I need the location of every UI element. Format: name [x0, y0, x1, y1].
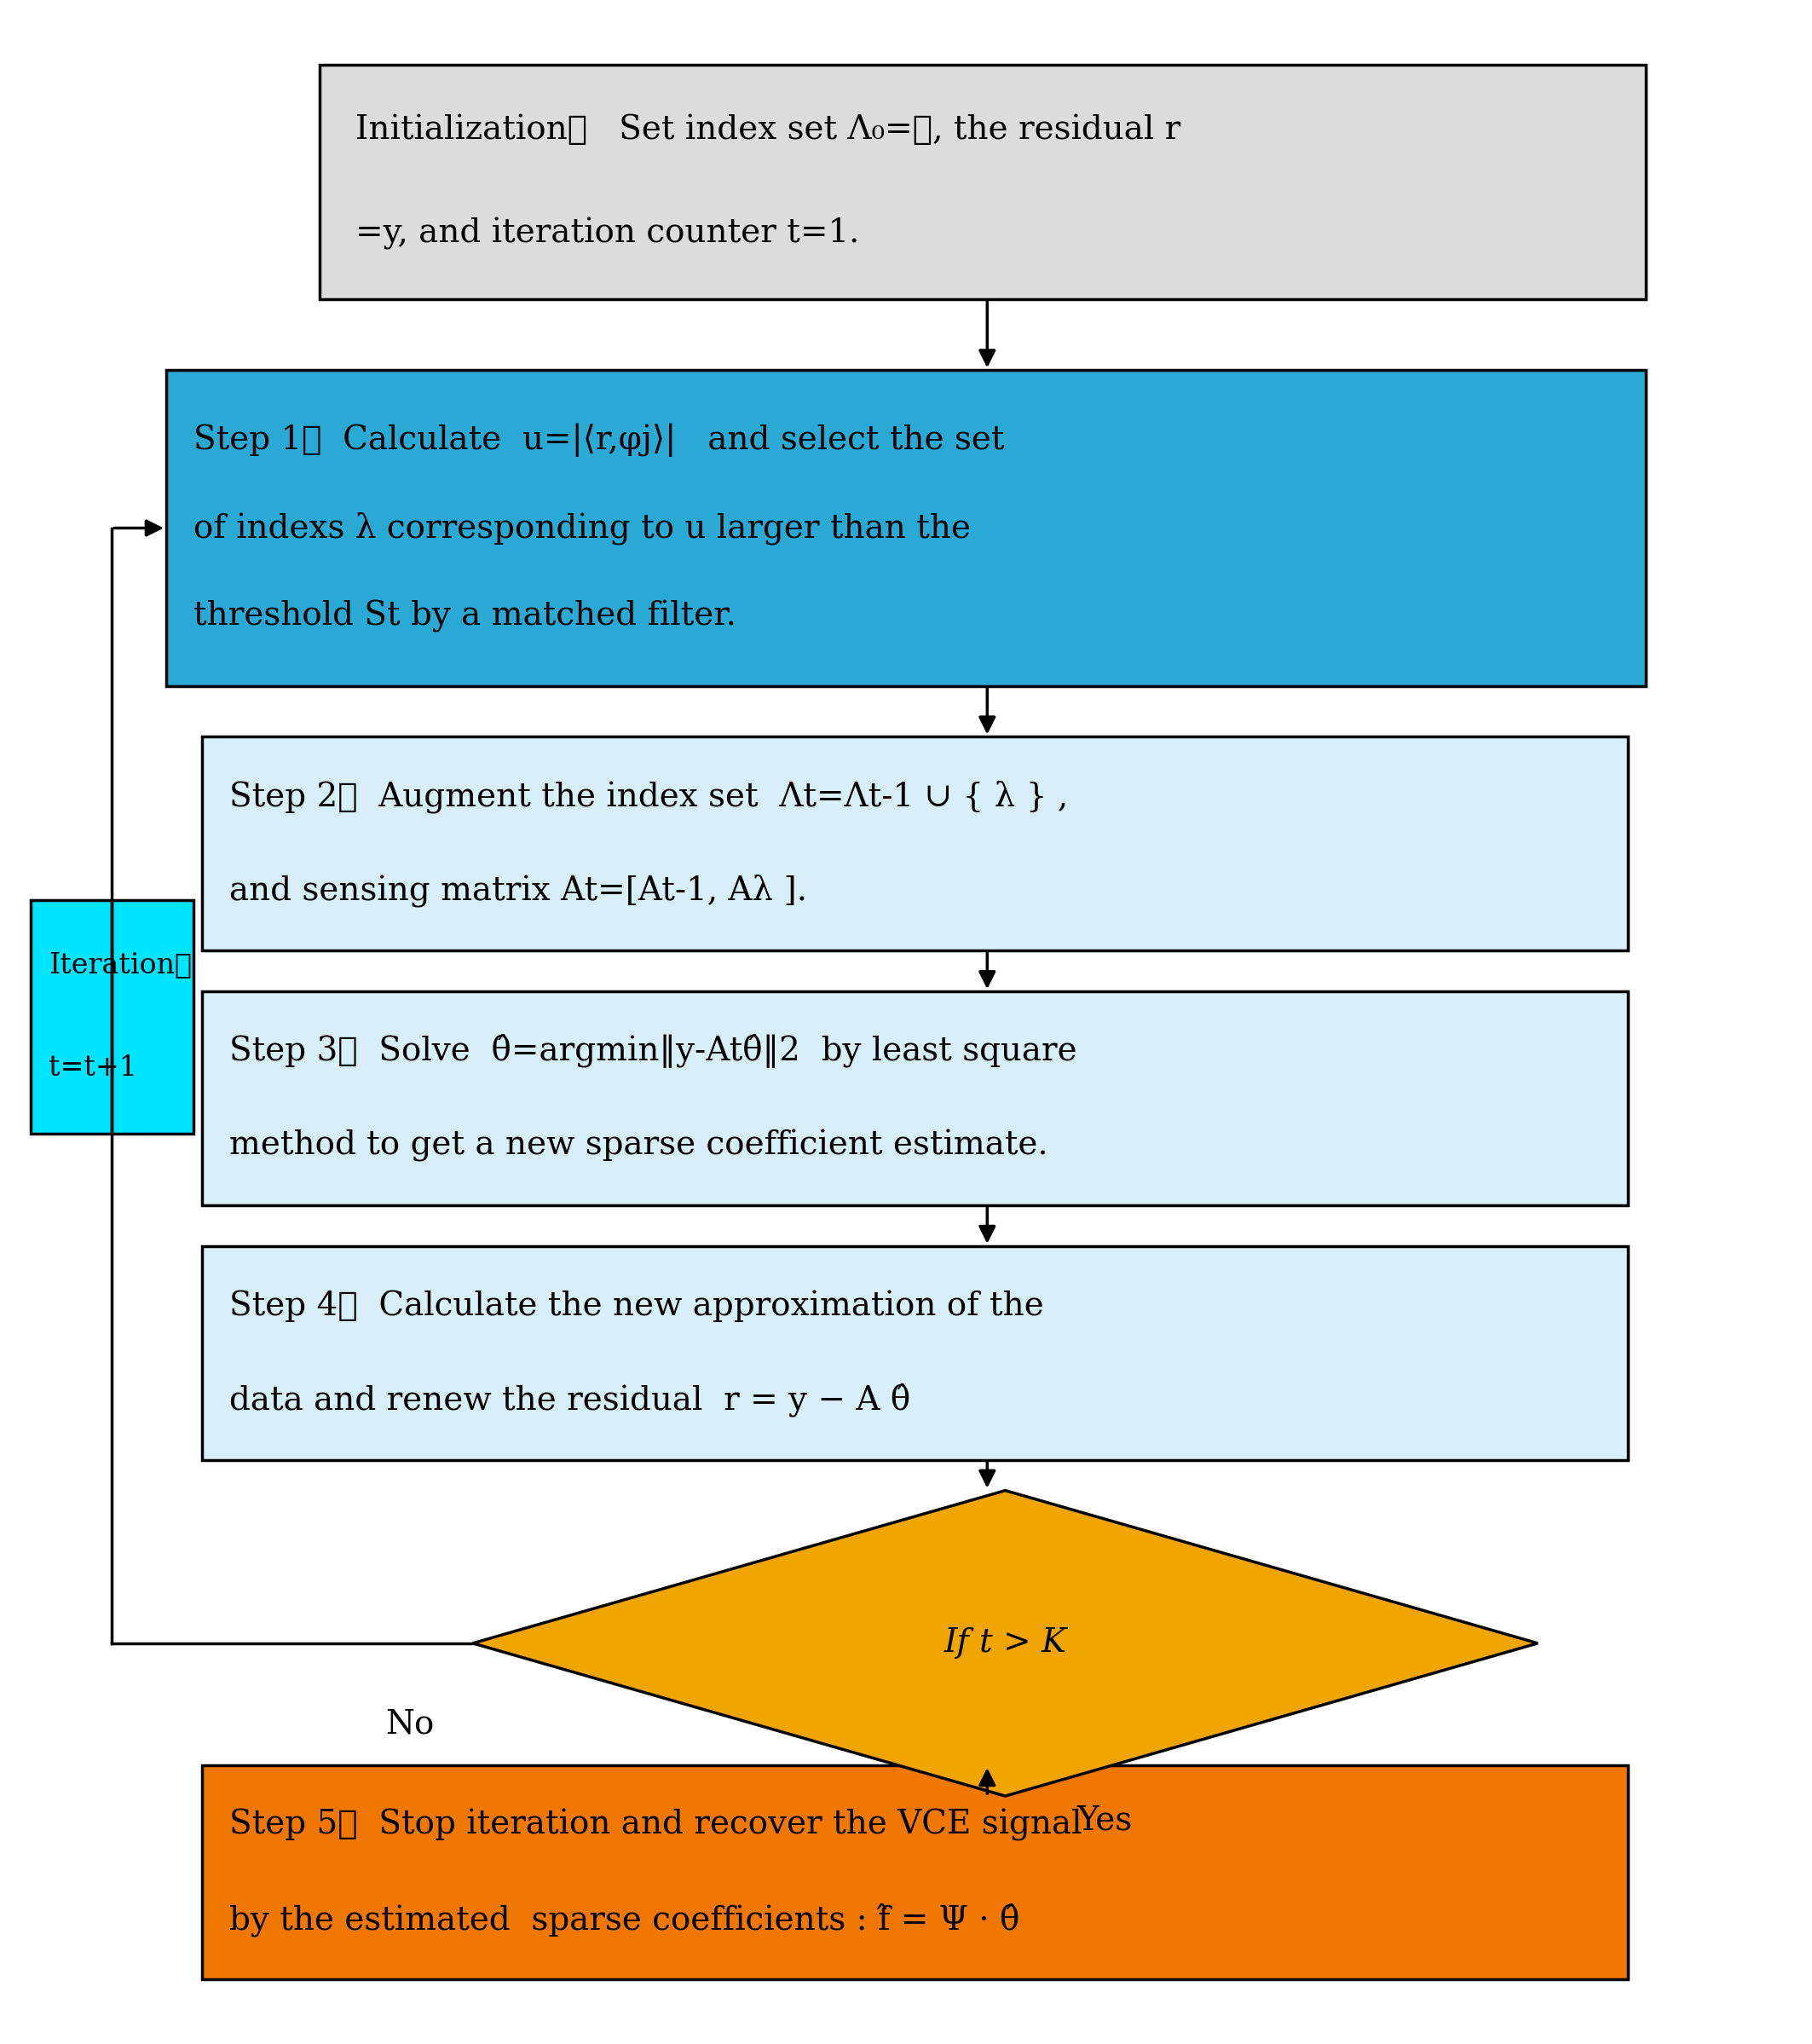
Text: Step 5：  Stop iteration and recover the VCE signal: Step 5： Stop iteration and recover the V…	[228, 1809, 1082, 1842]
FancyBboxPatch shape	[203, 736, 1627, 950]
Text: method to get a new sparse coefficient estimate.: method to get a new sparse coefficient e…	[228, 1128, 1047, 1161]
Text: Step 2：  Augment the index set  Λt=Λt-1 ∪ { λ } ,: Step 2： Augment the index set Λt=Λt-1 ∪ …	[228, 781, 1067, 814]
FancyBboxPatch shape	[203, 1247, 1627, 1459]
Text: Iteration：: Iteration：	[49, 953, 192, 979]
Text: Step 3：  Solve  θ̂=argmin‖y-Atθ̂‖2  by least square: Step 3： Solve θ̂=argmin‖y-Atθ̂‖2 by leas…	[228, 1034, 1076, 1069]
Text: threshold St by a matched filter.: threshold St by a matched filter.	[194, 601, 736, 634]
FancyBboxPatch shape	[31, 899, 194, 1134]
FancyBboxPatch shape	[167, 370, 1645, 687]
Polygon shape	[473, 1490, 1538, 1797]
Text: =y, and iteration counter t=1.: =y, and iteration counter t=1.	[355, 217, 859, 249]
Text: t=t+1: t=t+1	[49, 1055, 138, 1081]
FancyBboxPatch shape	[319, 65, 1645, 298]
Text: by the estimated  sparse coefficients : f̂ = Ψ · θ̂: by the estimated sparse coefficients : f…	[228, 1903, 1020, 1936]
Text: Step 1：  Calculate  u=|⟨r,φj⟩|   and select the set: Step 1： Calculate u=|⟨r,φj⟩| and select …	[194, 423, 1004, 456]
FancyBboxPatch shape	[203, 991, 1627, 1206]
FancyBboxPatch shape	[203, 1766, 1627, 1979]
Text: No: No	[386, 1709, 435, 1741]
Text: data and renew the residual  r = y − A θ̂: data and renew the residual r = y − A θ̂	[228, 1384, 910, 1416]
Text: Initialization：   Set index set Λ₀=∅, the residual r: Initialization： Set index set Λ₀=∅, the …	[355, 114, 1181, 145]
Text: Step 4：  Calculate the new approximation of the: Step 4： Calculate the new approximation …	[228, 1290, 1044, 1322]
Text: Yes: Yes	[1076, 1805, 1132, 1836]
Text: If t > K: If t > K	[944, 1627, 1067, 1660]
Text: and sensing matrix At=[At-1, Aλ ].: and sensing matrix At=[At-1, Aλ ].	[228, 875, 806, 908]
Text: of indexs λ corresponding to u larger than the: of indexs λ corresponding to u larger th…	[194, 511, 971, 544]
